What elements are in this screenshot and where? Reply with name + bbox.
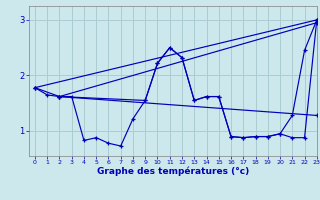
X-axis label: Graphe des températures (°c): Graphe des températures (°c) xyxy=(97,167,249,176)
